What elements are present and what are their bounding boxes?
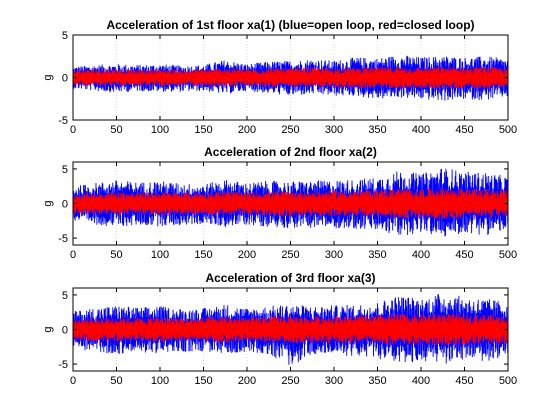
x-tick-label: 450 xyxy=(455,375,473,387)
x-tick-label: 350 xyxy=(368,375,386,387)
y-tick-label: 5 xyxy=(62,164,68,176)
x-tick-label: 150 xyxy=(194,375,212,387)
x-tick-label: 200 xyxy=(238,124,256,136)
x-tick-label: 250 xyxy=(281,124,299,136)
x-tick-label: 200 xyxy=(238,375,256,387)
chart-panel-1: 0 50 100 150 200 250 300 350 400 450 500-505Accele… xyxy=(42,18,517,136)
y-tick-label: -5 xyxy=(58,115,68,127)
x-tick-label: 50 xyxy=(110,124,122,136)
y-tick-label: 0 xyxy=(62,73,68,85)
x-tick-label: 50 xyxy=(110,249,122,261)
x-tick-label: 250 xyxy=(281,249,299,261)
x-tick-label: 400 xyxy=(412,249,430,261)
x-tick-label: 300 xyxy=(325,375,343,387)
x-tick-label: 150 xyxy=(194,124,212,136)
y-axis-label: g xyxy=(42,74,54,80)
x-tick-label: 350 xyxy=(368,249,386,261)
x-tick-label: 100 xyxy=(151,124,169,136)
y-tick-label: -5 xyxy=(58,233,68,245)
series-line-2 xyxy=(72,66,509,89)
y-tick-label: 0 xyxy=(62,325,68,337)
x-tick-label: 0 xyxy=(70,375,76,387)
x-tick-label: 0 xyxy=(70,249,76,261)
x-tick-label: 100 xyxy=(151,249,169,261)
chart-panel-3: 0 50 100 150 200 250 300 350 400 450 500-505Accele… xyxy=(42,271,517,387)
x-tick-label: 50 xyxy=(110,375,122,387)
chart-title: Acceleration of 3rd floor xa(3) xyxy=(205,271,375,285)
y-axis-label: g xyxy=(42,200,54,206)
y-tick-label: -5 xyxy=(58,359,68,371)
x-tick-label: 200 xyxy=(238,249,256,261)
chart-title: Acceleration of 2nd floor xa(2) xyxy=(204,145,377,159)
x-tick-label: 300 xyxy=(325,249,343,261)
x-tick-label: 100 xyxy=(151,375,169,387)
x-tick-label: 400 xyxy=(412,375,430,387)
x-tick-label: 150 xyxy=(194,249,212,261)
chart-panel-2: 0 50 100 150 200 250 300 350 400 450 500-505Accele… xyxy=(42,145,517,261)
y-axis-label: g xyxy=(42,326,54,332)
y-tick-label: 0 xyxy=(62,199,68,211)
x-tick-label: 350 xyxy=(368,124,386,136)
x-tick-label: 250 xyxy=(281,375,299,387)
x-tick-label: 500 xyxy=(499,124,517,136)
x-tick-label: 450 xyxy=(455,249,473,261)
chart-title: Acceleration of 1st floor xa(1) (blue=op… xyxy=(106,18,474,32)
x-tick-label: 0 xyxy=(70,124,76,136)
series-line-2 xyxy=(72,187,509,220)
x-tick-label: 500 xyxy=(499,249,517,261)
x-tick-label: 400 xyxy=(412,124,430,136)
y-tick-label: 5 xyxy=(62,30,68,42)
series-line-2 xyxy=(72,313,509,346)
y-tick-label: 5 xyxy=(62,290,68,302)
x-tick-label: 500 xyxy=(499,375,517,387)
x-tick-label: 450 xyxy=(455,124,473,136)
x-tick-label: 300 xyxy=(325,124,343,136)
